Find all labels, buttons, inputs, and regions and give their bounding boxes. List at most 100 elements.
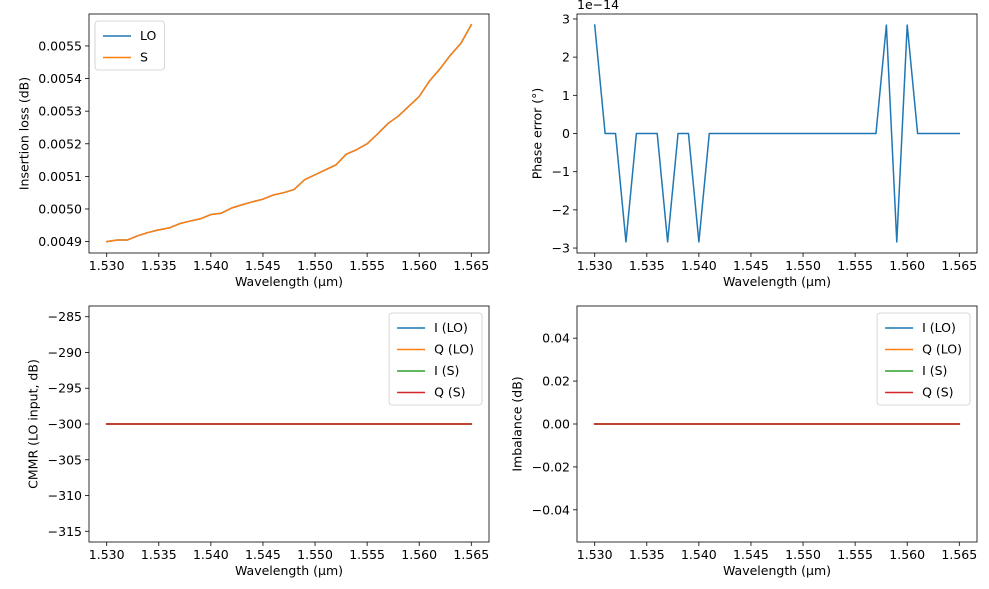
subplot-4: 1.530 1.535 1.540 1.545 1.550 1.555 1.560 1.565… — [510, 305, 978, 578]
legend-label: Q (LO) — [922, 342, 962, 357]
x-tick-label: 1.555 — [349, 547, 385, 562]
x-tick-label: 1.535 — [629, 547, 665, 562]
y-tick-label: 2 — [562, 50, 570, 65]
y-tick-label: 0 — [562, 126, 570, 141]
x-tick-label: 1.560 — [889, 547, 925, 562]
legend-label: Q (S) — [922, 385, 954, 400]
y-tick-label: −0.02 — [532, 459, 570, 474]
x-axis-label: Wavelength (µm) — [235, 274, 343, 289]
x-tick-label: 1.565 — [941, 547, 977, 562]
x-tick-label: 1.550 — [297, 258, 333, 273]
x-tick-label: 1.545 — [733, 258, 769, 273]
x-tick-label: 1.535 — [141, 258, 177, 273]
x-tick-label: 1.560 — [401, 547, 437, 562]
x-tick-label: 1.530 — [577, 258, 613, 273]
x-axis: 1.530 1.535 1.540 1.545 1.550 1.555 1.560 1.565… — [89, 253, 489, 289]
x-axis: 1.530 1.535 1.540 1.545 1.550 1.555 1.560 1.565… — [577, 253, 977, 289]
y-tick-label: −285 — [48, 309, 82, 324]
y-tick-label: 0.00 — [542, 417, 570, 432]
legend-label: Q (S) — [434, 385, 466, 400]
x-tick-label: 1.555 — [837, 258, 873, 273]
series-group — [105, 23, 473, 243]
y-axis-label: CMMR (LO input, dB) — [26, 359, 41, 489]
y-tick-label: −1 — [552, 164, 570, 179]
x-tick-label: 1.550 — [785, 258, 821, 273]
offset-text: 1e−14 — [577, 0, 619, 12]
y-tick-label: 0.0053 — [38, 104, 82, 119]
y-tick-label: 3 — [562, 11, 570, 26]
y-axis-label: Imbalance (dB) — [510, 376, 525, 471]
x-tick-label: 1.530 — [577, 547, 613, 562]
legend-label: LO — [140, 28, 157, 43]
subplot-1: 1.530 1.535 1.540 1.545 1.550 1.555 1.560 1.565… — [16, 13, 490, 289]
x-tick-label: 1.550 — [785, 547, 821, 562]
x-tick-label: 1.530 — [89, 258, 125, 273]
y-tick-label: −3 — [552, 241, 570, 256]
x-tick-label: 1.540 — [193, 258, 229, 273]
y-tick-label: 0.0052 — [38, 136, 82, 151]
series-line-2 — [105, 23, 473, 243]
x-tick-label: 1.565 — [941, 258, 977, 273]
y-tick-label: 0.04 — [542, 331, 570, 346]
y-tick-label: −2 — [552, 202, 570, 217]
x-axis: 1.530 1.535 1.540 1.545 1.550 1.555 1.560 1.565… — [577, 542, 977, 578]
y-tick-label: 1 — [562, 88, 570, 103]
x-tick-label: 1.530 — [89, 547, 125, 562]
y-tick-label: −305 — [48, 452, 82, 467]
x-tick-label: 1.560 — [401, 258, 437, 273]
y-tick-label: −0.04 — [532, 502, 570, 517]
x-tick-label: 1.555 — [349, 258, 385, 273]
x-tick-label: 1.540 — [193, 547, 229, 562]
legend: LO S — [94, 20, 165, 71]
x-tick-label: 1.555 — [837, 547, 873, 562]
x-tick-label: 1.540 — [681, 547, 717, 562]
legend-label: I (S) — [922, 363, 947, 378]
y-axis: 0.0049 0.0050 0.0051 0.0052 0.0053 0.0054 0.00… — [16, 38, 89, 249]
x-tick-label: 1.540 — [681, 258, 717, 273]
x-tick-label: 1.545 — [245, 547, 281, 562]
y-axis: −315 −310 −305 −300 −295 −290 −285 CMMR (LO inp… — [26, 309, 89, 539]
legend-label: S — [140, 50, 148, 65]
y-axis: −0.04 −0.02 0.00 0.02 0.04 Imbalance (dB) — [510, 331, 577, 517]
x-tick-label: 1.550 — [297, 547, 333, 562]
legend: I (LO) Q (LO) I (S) Q (S) — [388, 312, 483, 406]
y-axis-label: Insertion loss (dB) — [16, 77, 31, 190]
legend-label: I (LO) — [922, 320, 956, 335]
y-tick-label: 0.0055 — [38, 38, 82, 53]
y-tick-label: 0.0054 — [38, 71, 82, 86]
legend-label: I (S) — [434, 363, 459, 378]
legend: I (LO) Q (LO) I (S) Q (S) — [876, 312, 971, 406]
axes-frame — [88, 13, 490, 254]
y-axis-label: Phase error (°) — [530, 88, 545, 180]
x-axis-label: Wavelength (µm) — [723, 274, 831, 289]
y-tick-label: 0.0050 — [38, 201, 82, 216]
x-axis-label: Wavelength (µm) — [723, 563, 831, 578]
series-group — [593, 24, 961, 243]
x-axis: 1.530 1.535 1.540 1.545 1.550 1.555 1.560 1.565… — [89, 542, 489, 578]
y-axis: −3 −2 −1 0 1 2 3 Phase error (°) — [530, 11, 577, 256]
legend-frame — [388, 312, 483, 406]
y-tick-label: −300 — [48, 417, 82, 432]
x-axis-label: Wavelength (µm) — [235, 563, 343, 578]
y-tick-label: −310 — [48, 488, 82, 503]
legend-frame — [876, 312, 971, 406]
x-tick-label: 1.560 — [889, 258, 925, 273]
x-tick-label: 1.545 — [733, 547, 769, 562]
x-tick-label: 1.565 — [453, 258, 489, 273]
y-tick-label: −295 — [48, 381, 82, 396]
y-tick-label: 0.02 — [542, 374, 570, 389]
legend-label: I (LO) — [434, 320, 468, 335]
y-tick-label: −315 — [48, 524, 82, 539]
subplot-2: 1.530 1.535 1.540 1.545 1.550 1.555 1.560 1.565… — [530, 0, 978, 289]
series-line-1 — [593, 24, 961, 243]
x-tick-label: 1.565 — [453, 547, 489, 562]
y-tick-label: 0.0051 — [38, 169, 82, 184]
subplot-3: 1.530 1.535 1.540 1.545 1.550 1.555 1.560 1.565… — [26, 305, 490, 578]
y-tick-label: −290 — [48, 345, 82, 360]
x-tick-label: 1.535 — [141, 547, 177, 562]
legend-label: Q (LO) — [434, 342, 474, 357]
x-tick-label: 1.535 — [629, 258, 665, 273]
y-tick-label: 0.0049 — [38, 234, 82, 249]
x-tick-label: 1.545 — [245, 258, 281, 273]
